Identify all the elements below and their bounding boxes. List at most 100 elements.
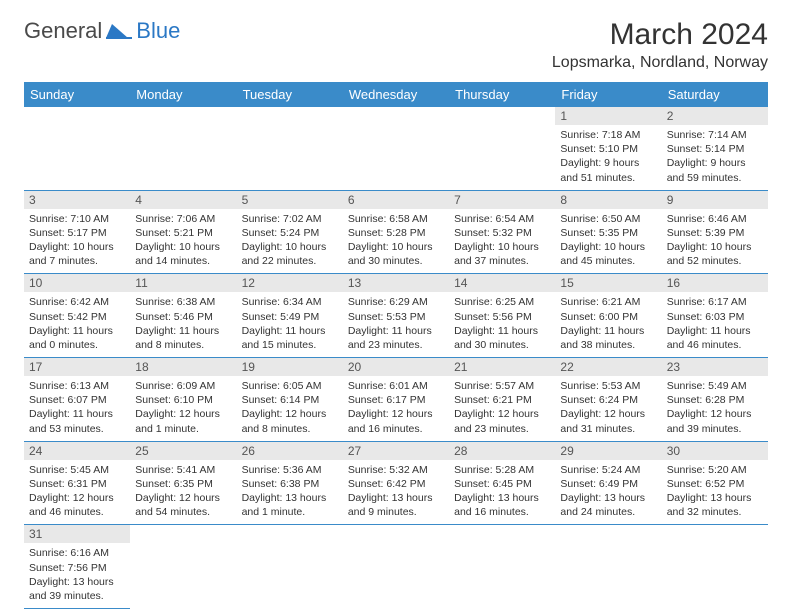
day-content: Sunrise: 5:45 AMSunset: 6:31 PMDaylight:… xyxy=(24,460,130,525)
day-content: Sunrise: 6:46 AMSunset: 5:39 PMDaylight:… xyxy=(662,209,768,274)
day-content: Sunrise: 5:28 AMSunset: 6:45 PMDaylight:… xyxy=(449,460,555,525)
day-content: Sunrise: 5:24 AMSunset: 6:49 PMDaylight:… xyxy=(555,460,661,525)
day-content: Sunrise: 6:09 AMSunset: 6:10 PMDaylight:… xyxy=(130,376,236,441)
day-number: 28 xyxy=(449,442,555,460)
weekday-header: Tuesday xyxy=(237,82,343,107)
day-content: Sunrise: 6:38 AMSunset: 5:46 PMDaylight:… xyxy=(130,292,236,357)
day-content: Sunrise: 7:14 AMSunset: 5:14 PMDaylight:… xyxy=(662,125,768,190)
calendar-cell: 31Sunrise: 6:16 AMSunset: 7:56 PMDayligh… xyxy=(24,525,130,609)
calendar-row: 17Sunrise: 6:13 AMSunset: 6:07 PMDayligh… xyxy=(24,358,768,442)
calendar-cell: 9Sunrise: 6:46 AMSunset: 5:39 PMDaylight… xyxy=(662,190,768,274)
day-content: Sunrise: 7:06 AMSunset: 5:21 PMDaylight:… xyxy=(130,209,236,274)
day-number: 22 xyxy=(555,358,661,376)
day-content: Sunrise: 6:58 AMSunset: 5:28 PMDaylight:… xyxy=(343,209,449,274)
day-number: 15 xyxy=(555,274,661,292)
calendar-cell: 25Sunrise: 5:41 AMSunset: 6:35 PMDayligh… xyxy=(130,441,236,525)
calendar-cell: 15Sunrise: 6:21 AMSunset: 6:00 PMDayligh… xyxy=(555,274,661,358)
calendar-cell xyxy=(130,525,236,609)
day-number: 16 xyxy=(662,274,768,292)
weekday-header: Monday xyxy=(130,82,236,107)
day-number: 1 xyxy=(555,107,661,125)
day-number: 3 xyxy=(24,191,130,209)
weekday-header: Wednesday xyxy=(343,82,449,107)
day-number: 21 xyxy=(449,358,555,376)
weekday-header-row: Sunday Monday Tuesday Wednesday Thursday… xyxy=(24,82,768,107)
calendar-cell: 22Sunrise: 5:53 AMSunset: 6:24 PMDayligh… xyxy=(555,358,661,442)
calendar-cell: 2Sunrise: 7:14 AMSunset: 5:14 PMDaylight… xyxy=(662,107,768,190)
day-number: 25 xyxy=(130,442,236,460)
calendar-cell: 20Sunrise: 6:01 AMSunset: 6:17 PMDayligh… xyxy=(343,358,449,442)
calendar-cell: 24Sunrise: 5:45 AMSunset: 6:31 PMDayligh… xyxy=(24,441,130,525)
day-number: 27 xyxy=(343,442,449,460)
day-content: Sunrise: 6:01 AMSunset: 6:17 PMDaylight:… xyxy=(343,376,449,441)
calendar-cell xyxy=(555,525,661,609)
page-title: March 2024 xyxy=(552,18,768,52)
day-number: 4 xyxy=(130,191,236,209)
calendar-cell: 14Sunrise: 6:25 AMSunset: 5:56 PMDayligh… xyxy=(449,274,555,358)
calendar-cell xyxy=(237,525,343,609)
day-content: Sunrise: 7:10 AMSunset: 5:17 PMDaylight:… xyxy=(24,209,130,274)
day-number: 7 xyxy=(449,191,555,209)
calendar-table: Sunday Monday Tuesday Wednesday Thursday… xyxy=(24,82,768,609)
day-number: 11 xyxy=(130,274,236,292)
day-number: 17 xyxy=(24,358,130,376)
day-number: 24 xyxy=(24,442,130,460)
day-content: Sunrise: 6:17 AMSunset: 6:03 PMDaylight:… xyxy=(662,292,768,357)
day-number: 9 xyxy=(662,191,768,209)
day-number: 10 xyxy=(24,274,130,292)
calendar-cell: 7Sunrise: 6:54 AMSunset: 5:32 PMDaylight… xyxy=(449,190,555,274)
calendar-cell: 18Sunrise: 6:09 AMSunset: 6:10 PMDayligh… xyxy=(130,358,236,442)
calendar-cell: 1Sunrise: 7:18 AMSunset: 5:10 PMDaylight… xyxy=(555,107,661,190)
title-block: March 2024 Lopsmarka, Nordland, Norway xyxy=(552,18,768,72)
logo-text-2: Blue xyxy=(136,18,180,44)
calendar-cell xyxy=(662,525,768,609)
calendar-row: 10Sunrise: 6:42 AMSunset: 5:42 PMDayligh… xyxy=(24,274,768,358)
day-content: Sunrise: 5:57 AMSunset: 6:21 PMDaylight:… xyxy=(449,376,555,441)
logo-flag-icon xyxy=(106,22,134,40)
calendar-cell: 17Sunrise: 6:13 AMSunset: 6:07 PMDayligh… xyxy=(24,358,130,442)
calendar-row: 31Sunrise: 6:16 AMSunset: 7:56 PMDayligh… xyxy=(24,525,768,609)
calendar-cell: 13Sunrise: 6:29 AMSunset: 5:53 PMDayligh… xyxy=(343,274,449,358)
day-number: 19 xyxy=(237,358,343,376)
calendar-cell: 28Sunrise: 5:28 AMSunset: 6:45 PMDayligh… xyxy=(449,441,555,525)
calendar-cell: 26Sunrise: 5:36 AMSunset: 6:38 PMDayligh… xyxy=(237,441,343,525)
day-content: Sunrise: 6:54 AMSunset: 5:32 PMDaylight:… xyxy=(449,209,555,274)
day-content: Sunrise: 6:50 AMSunset: 5:35 PMDaylight:… xyxy=(555,209,661,274)
day-number: 20 xyxy=(343,358,449,376)
calendar-cell: 21Sunrise: 5:57 AMSunset: 6:21 PMDayligh… xyxy=(449,358,555,442)
day-number: 31 xyxy=(24,525,130,543)
calendar-cell xyxy=(24,107,130,190)
day-content: Sunrise: 6:05 AMSunset: 6:14 PMDaylight:… xyxy=(237,376,343,441)
calendar-cell: 23Sunrise: 5:49 AMSunset: 6:28 PMDayligh… xyxy=(662,358,768,442)
calendar-cell xyxy=(237,107,343,190)
day-number: 26 xyxy=(237,442,343,460)
day-number: 2 xyxy=(662,107,768,125)
calendar-row: 1Sunrise: 7:18 AMSunset: 5:10 PMDaylight… xyxy=(24,107,768,190)
weekday-header: Thursday xyxy=(449,82,555,107)
day-content: Sunrise: 5:36 AMSunset: 6:38 PMDaylight:… xyxy=(237,460,343,525)
day-content: Sunrise: 5:53 AMSunset: 6:24 PMDaylight:… xyxy=(555,376,661,441)
calendar-cell xyxy=(449,107,555,190)
location-subtitle: Lopsmarka, Nordland, Norway xyxy=(552,54,768,72)
calendar-cell xyxy=(343,107,449,190)
weekday-header: Saturday xyxy=(662,82,768,107)
day-content: Sunrise: 5:49 AMSunset: 6:28 PMDaylight:… xyxy=(662,376,768,441)
day-content: Sunrise: 6:16 AMSunset: 7:56 PMDaylight:… xyxy=(24,543,130,608)
day-content: Sunrise: 6:21 AMSunset: 6:00 PMDaylight:… xyxy=(555,292,661,357)
day-content: Sunrise: 6:13 AMSunset: 6:07 PMDaylight:… xyxy=(24,376,130,441)
calendar-cell: 10Sunrise: 6:42 AMSunset: 5:42 PMDayligh… xyxy=(24,274,130,358)
day-content: Sunrise: 6:42 AMSunset: 5:42 PMDaylight:… xyxy=(24,292,130,357)
calendar-row: 24Sunrise: 5:45 AMSunset: 6:31 PMDayligh… xyxy=(24,441,768,525)
weekday-header: Friday xyxy=(555,82,661,107)
calendar-cell: 19Sunrise: 6:05 AMSunset: 6:14 PMDayligh… xyxy=(237,358,343,442)
day-number: 18 xyxy=(130,358,236,376)
day-number: 23 xyxy=(662,358,768,376)
logo-text-1: General xyxy=(24,18,102,44)
day-number: 12 xyxy=(237,274,343,292)
day-number: 14 xyxy=(449,274,555,292)
calendar-cell: 29Sunrise: 5:24 AMSunset: 6:49 PMDayligh… xyxy=(555,441,661,525)
calendar-cell: 3Sunrise: 7:10 AMSunset: 5:17 PMDaylight… xyxy=(24,190,130,274)
day-content: Sunrise: 7:02 AMSunset: 5:24 PMDaylight:… xyxy=(237,209,343,274)
calendar-cell: 11Sunrise: 6:38 AMSunset: 5:46 PMDayligh… xyxy=(130,274,236,358)
calendar-cell: 16Sunrise: 6:17 AMSunset: 6:03 PMDayligh… xyxy=(662,274,768,358)
